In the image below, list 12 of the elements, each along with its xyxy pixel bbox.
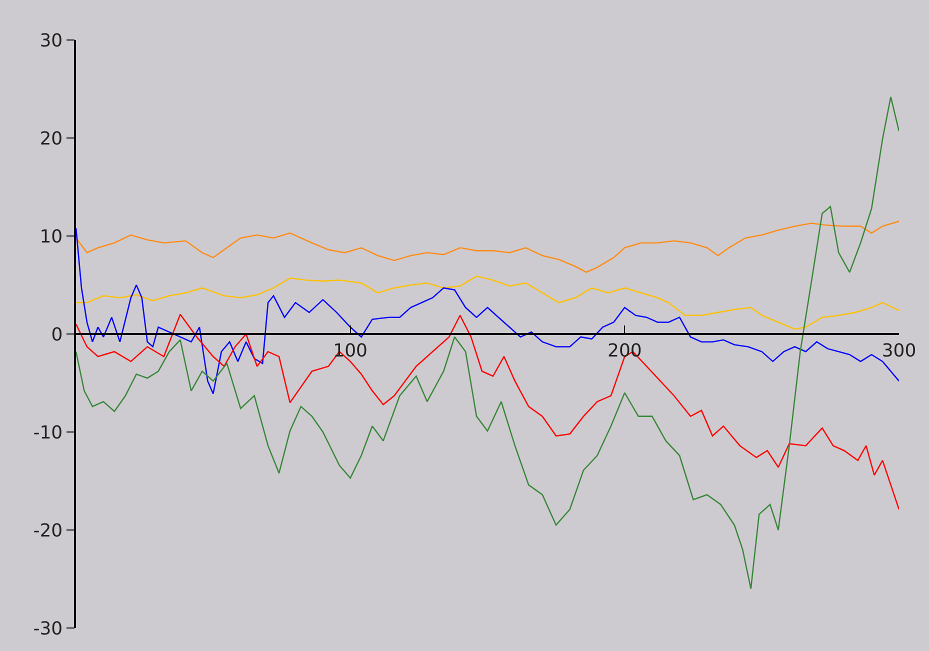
y-tick-label: -20 [33, 520, 63, 542]
y-tick-label: -10 [33, 422, 63, 444]
x-tick-label: 300 [882, 340, 916, 362]
y-tick-label: 0 [51, 324, 63, 346]
line-series [76, 276, 899, 330]
line-series [76, 220, 899, 273]
y-tick-label: 20 [40, 128, 63, 150]
y-tick-label: 30 [40, 30, 63, 52]
y-tick-label: -30 [33, 618, 63, 640]
y-tick-label: 10 [40, 226, 63, 248]
x-tick-label: 100 [333, 340, 368, 362]
x-tick-label: 200 [607, 340, 642, 362]
